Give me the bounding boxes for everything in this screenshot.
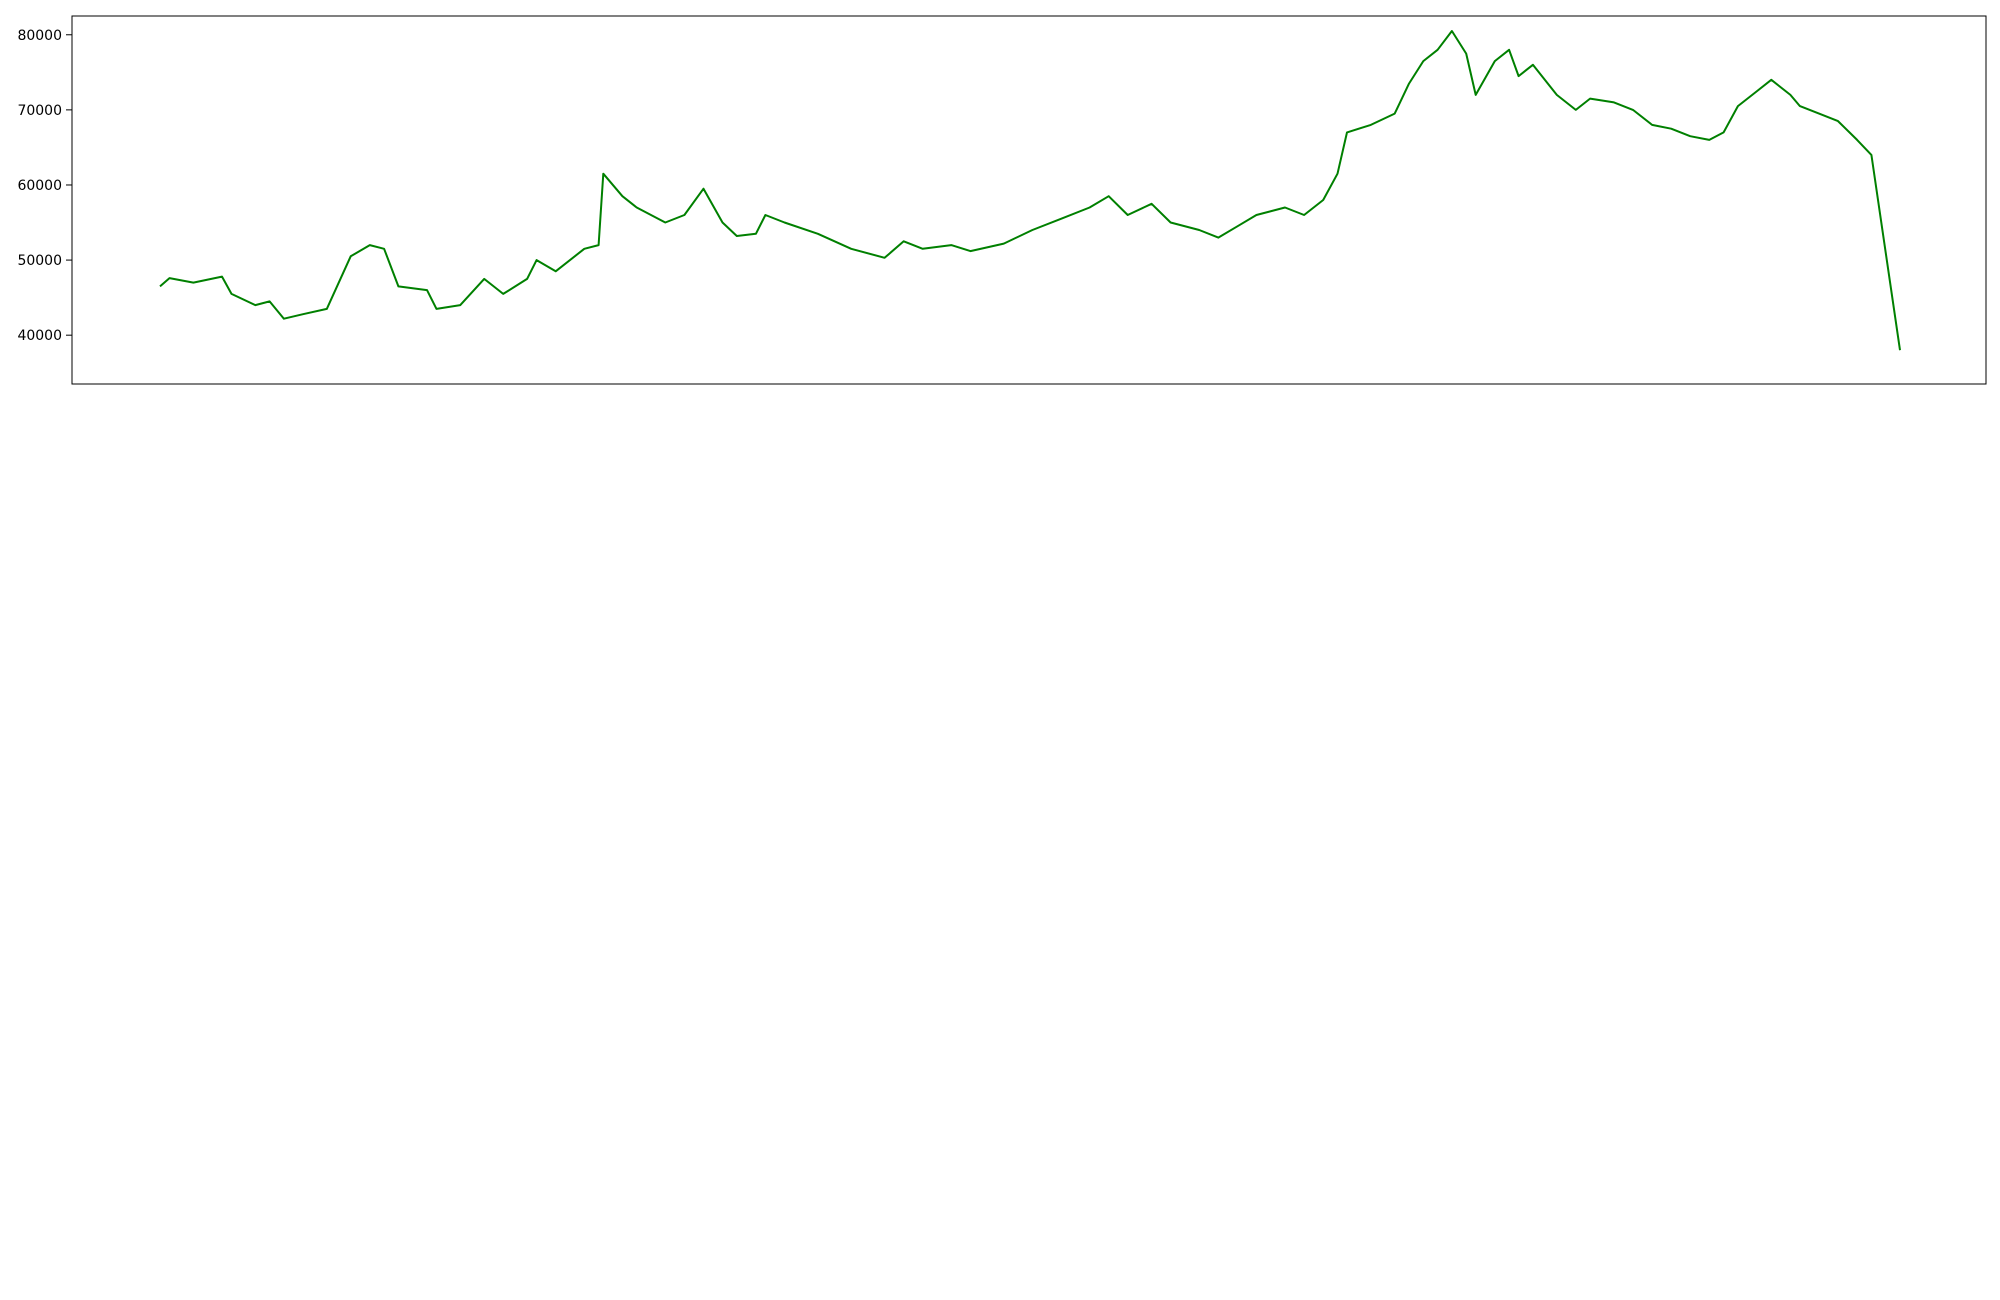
y-tick-label-60000: 60000 (17, 178, 62, 194)
y-tick-label-50000: 50000 (17, 253, 62, 269)
y-tick-label-80000: 80000 (17, 28, 62, 44)
y-tick-label-70000: 70000 (17, 103, 62, 119)
price-line-0 (159, 30, 1901, 351)
price-panel: 40000 50000 60000 70000 80000 (17, 15, 1987, 385)
price-panel-frame (71, 15, 1987, 385)
y-tick-label-40000: 40000 (17, 328, 62, 344)
